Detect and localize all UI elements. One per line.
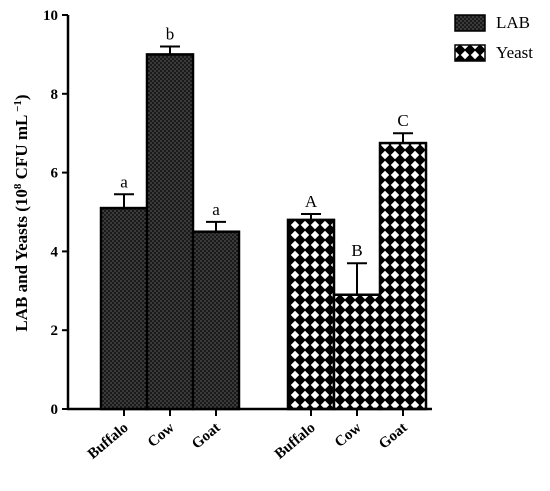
bar-lab-buffalo	[99, 206, 149, 411]
y-tick-label: 10	[43, 8, 58, 24]
y-tick-label: 2	[51, 323, 59, 339]
y-axis-label-mid: CFU mL	[12, 115, 31, 184]
x-categories: Buffalo Cow Goat Buffalo Cow Goat	[85, 409, 411, 463]
x-category-label: Goat	[189, 420, 224, 453]
significance-label: b	[166, 25, 175, 44]
y-axis-label-end: )	[12, 94, 31, 100]
x-category-label: Cow	[145, 420, 178, 451]
y-tick-label: 8	[51, 87, 59, 103]
y-tick-label: 4	[51, 244, 59, 260]
legend-label-yeast: Yeast	[496, 43, 533, 62]
y-axis-label: LAB and Yeasts (108 CFU mL −1)	[12, 94, 31, 331]
bars: a b a A B C	[99, 25, 428, 411]
significance-label: a	[120, 172, 128, 191]
bar-yeast-buffalo	[286, 218, 336, 411]
significance-label: B	[351, 241, 362, 260]
x-category-label: Buffalo	[272, 420, 319, 463]
y-tick-label: 6	[51, 166, 59, 182]
legend: LAB Yeast	[454, 13, 533, 62]
x-category-label: Buffalo	[85, 420, 132, 463]
significance-label: a	[212, 200, 220, 219]
x-category-label: Goat	[376, 420, 411, 453]
y-axis-label-main: LAB and Yeasts (10	[12, 189, 31, 331]
bar-lab-goat	[191, 230, 241, 411]
bar-yeast-cow	[332, 293, 382, 411]
legend-swatch-lab	[454, 14, 486, 32]
y-axis-label-sup2: −1	[12, 100, 24, 115]
significance-label: C	[397, 111, 408, 130]
legend-label-lab: LAB	[496, 13, 530, 32]
y-axis-label-sup1: 8	[12, 183, 24, 189]
significance-label: A	[305, 192, 318, 211]
x-category-label: Cow	[332, 420, 365, 451]
legend-swatch-yeast	[454, 44, 486, 62]
y-ticks: 0 2 4 6 8 10	[43, 8, 68, 418]
bar-yeast-goat	[378, 141, 428, 411]
bar-lab-cow	[145, 53, 195, 411]
y-tick-label: 0	[51, 402, 59, 418]
